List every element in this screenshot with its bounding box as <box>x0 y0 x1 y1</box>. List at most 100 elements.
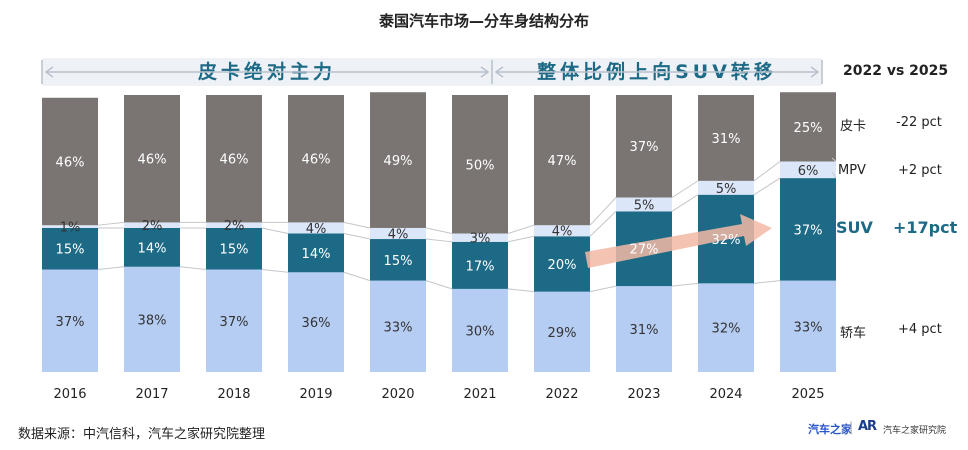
legend-mpv-name: MPV <box>838 163 866 178</box>
bar-suv-2025 <box>780 178 836 281</box>
bar-mpv-2019 <box>288 222 344 234</box>
bar-pickup-2021 <box>452 95 508 234</box>
label-pickup-2023: 37% <box>630 140 659 155</box>
banner-arrow-head-right-1 <box>810 66 820 78</box>
connector-2-3 <box>343 221 371 229</box>
label-suv-2020: 15% <box>384 254 413 269</box>
segment-connectors <box>97 161 781 293</box>
connector-1-7 <box>671 194 699 212</box>
label-suv-2019: 14% <box>302 247 331 262</box>
legend-pickup-name: 皮卡 <box>840 119 867 134</box>
x-tick-2018: 2018 <box>217 387 250 402</box>
x-tick-2020: 2020 <box>381 387 414 402</box>
connector-0-3 <box>343 271 371 282</box>
connector-1-8 <box>753 177 781 196</box>
x-tick-2024: 2024 <box>709 387 742 402</box>
bar-mpv-2024 <box>698 180 754 195</box>
label-mpv-2019: 4% <box>306 222 327 237</box>
logo-separator: | <box>849 420 854 434</box>
connector-0-4 <box>425 280 453 290</box>
label-mpv-2016: 1% <box>60 221 81 236</box>
legend-suv-change: +17pct <box>893 218 958 237</box>
legend-pickup-change: -22 pct <box>896 115 942 130</box>
label-pickup-2024: 31% <box>712 132 741 147</box>
connector-1-2 <box>261 227 289 234</box>
label-sedan-2019: 36% <box>302 316 331 331</box>
bar-sedan-2018 <box>206 269 262 372</box>
connector-2-7 <box>671 180 699 198</box>
suv-growth-arrow <box>585 214 772 268</box>
bar-pickup-2022 <box>534 95 590 226</box>
banner-arrows <box>41 60 823 84</box>
bar-sedan-2017 <box>124 266 180 372</box>
label-pickup-2016: 46% <box>56 155 85 170</box>
bar-pickup-2025 <box>780 92 836 162</box>
chart-title: 泰国汽车市场—分车身结构分布 <box>378 12 589 30</box>
label-pickup-2022: 47% <box>548 154 577 169</box>
bar-pickup-2018 <box>206 95 262 223</box>
bar-pickup-2023 <box>616 95 672 198</box>
label-sedan-2024: 32% <box>712 322 741 337</box>
connector-1-5 <box>507 235 535 243</box>
label-pickup-2019: 46% <box>302 153 331 168</box>
connector-0-7 <box>671 282 699 287</box>
bar-sedan-2020 <box>370 280 426 372</box>
bar-suv-2017 <box>124 227 180 267</box>
label-sedan-2023: 31% <box>630 323 659 338</box>
bar-mpv-2021 <box>452 233 508 242</box>
banner-arrow-head-left-1 <box>494 66 504 78</box>
bar-suv-2022 <box>534 236 590 292</box>
bar-suv-2019 <box>288 233 344 273</box>
data-source: 数据来源：中汽信科，汽车之家研究院整理 <box>18 427 266 442</box>
bar-sedan-2019 <box>288 272 344 372</box>
label-sedan-2017: 38% <box>138 313 167 328</box>
legend-sedan-change: +4 pct <box>898 322 942 337</box>
label-mpv-2025: 6% <box>798 164 819 179</box>
bar-mpv-2023 <box>616 197 672 212</box>
connector-0-1 <box>179 266 207 271</box>
bar-suv-2018 <box>206 227 262 270</box>
label-suv-2025: 37% <box>794 223 823 238</box>
bar-pickup-2020 <box>370 92 426 228</box>
comparison-title: 2022 vs 2025 <box>843 63 949 79</box>
label-pickup-2021: 50% <box>466 158 495 173</box>
bar-mpv-2017 <box>124 222 180 228</box>
x-tick-2019: 2019 <box>299 387 332 402</box>
bar-sedan-2023 <box>616 286 672 372</box>
bar-mpv-2022 <box>534 225 590 237</box>
connector-0-5 <box>507 288 535 293</box>
label-mpv-2021: 3% <box>470 232 491 247</box>
label-pickup-2017: 46% <box>138 153 167 168</box>
bar-pickup-2017 <box>124 95 180 223</box>
label-pickup-2020: 49% <box>384 154 413 169</box>
bar-sedan-2025 <box>780 280 836 372</box>
label-sedan-2016: 37% <box>56 315 85 330</box>
label-suv-2024: 32% <box>712 233 741 248</box>
legend-mpv-change: +2 pct <box>898 163 942 178</box>
x-tick-2023: 2023 <box>627 387 660 402</box>
bar-pickup-2016 <box>42 97 98 226</box>
bar-pickup-2019 <box>288 95 344 223</box>
label-mpv-2022: 4% <box>552 225 573 240</box>
bar-pickup-2024 <box>698 95 754 181</box>
connector-2-0 <box>97 221 125 226</box>
label-mpv-2024: 5% <box>716 182 737 197</box>
label-mpv-2023: 5% <box>634 198 655 213</box>
banner-arrow-head-right-0 <box>480 66 490 78</box>
connector-1-3 <box>343 233 371 240</box>
connector-0-8 <box>753 280 781 284</box>
banner-arrow-head-left-0 <box>44 66 54 78</box>
connector-0-6 <box>589 285 617 293</box>
legend-sedan-name: 轿车 <box>840 326 867 341</box>
label-suv-2017: 14% <box>138 241 167 256</box>
x-tick-2025: 2025 <box>791 387 824 402</box>
label-suv-2016: 15% <box>56 243 85 258</box>
connector-2-8 <box>753 161 781 182</box>
x-tick-2022: 2022 <box>545 387 578 402</box>
bar-mpv-2016 <box>42 225 98 228</box>
label-pickup-2018: 46% <box>220 153 249 168</box>
legend-pointer-suv <box>831 171 837 179</box>
label-sedan-2025: 33% <box>794 320 823 335</box>
connector-2-4 <box>425 227 453 234</box>
